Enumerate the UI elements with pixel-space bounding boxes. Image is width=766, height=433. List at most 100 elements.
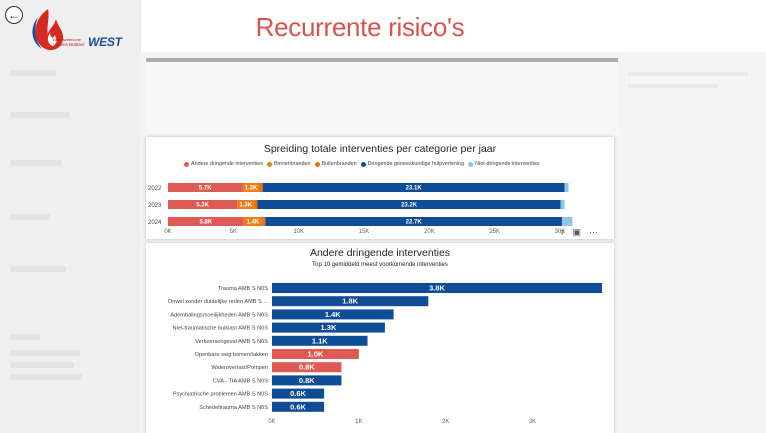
chart-interventions-per-year[interactable]: Spreiding totale interventies per catego… [146, 137, 614, 239]
x-tick-label: 10K [293, 229, 304, 235]
legend-item[interactable]: Andere dringende interventies [184, 161, 263, 167]
more-options-icon[interactable]: ⋯ [589, 227, 599, 237]
chart-andere-dringende[interactable]: Andere dringende interventies Top 10 gem… [146, 243, 614, 433]
data-label: 22.7K [406, 220, 423, 226]
legend-dot-icon [184, 161, 189, 167]
legend-item[interactable]: Binnenbranden [266, 161, 311, 167]
x-tick-label: 0K [268, 419, 275, 425]
bar [272, 375, 342, 386]
background-panel [618, 52, 766, 433]
category-label: Psychiatrische problemen AMB S N0S [173, 392, 268, 398]
divider [146, 58, 618, 62]
bar-segment [254, 200, 258, 209]
back-arrow-icon[interactable]: ← [5, 6, 23, 24]
chart1-legend: Andere dringende interventies Binnenbrand… [184, 161, 540, 167]
data-label: 5.3K [196, 203, 209, 209]
legend-label: Binnenbranden [273, 161, 311, 167]
data-label: 0.8K [299, 363, 315, 372]
data-label: 23.1K [406, 186, 423, 192]
blurred-visual [146, 62, 618, 134]
sidebar-placeholder [10, 350, 80, 356]
data-label: 1.4K [247, 220, 260, 226]
data-label: 0.8K [299, 376, 315, 385]
chart2-title: Andere dringende interventies [309, 247, 451, 259]
chart2-plot: Trauma AMB S N0S 3.8K Onwel zonder duideli… [168, 283, 602, 425]
placeholder-line [628, 84, 718, 88]
sidebar-placeholder [10, 334, 40, 340]
bar [272, 335, 368, 346]
sidebar-placeholder [10, 266, 66, 272]
x-tick-label: 25K [489, 229, 500, 235]
x-tick-label: 0K [164, 229, 171, 235]
legend-item[interactable]: Buitenbranden [314, 161, 357, 167]
placeholder-line [628, 72, 748, 76]
chart1-plot: 2022 5.7K 1.3K 23.1K 2023 5.3K 1.3K 23.2K 2024 5.… [148, 183, 573, 235]
chart1-title: Spreiding totale interventies per catego… [263, 143, 497, 155]
data-label: 0.6K [290, 402, 306, 411]
bar-segment [243, 217, 263, 226]
bar-segment [242, 183, 260, 192]
data-label: 5.8K [200, 220, 213, 226]
x-tick-label: 30K [555, 229, 566, 235]
x-tick-label: 2K [442, 419, 449, 425]
data-label: 1.3K [239, 203, 252, 209]
visual-header-icons: ▿ ▣ ⋯ [560, 227, 598, 238]
bar-segment [564, 183, 569, 192]
bar [272, 401, 325, 412]
flame-logo-icon [32, 9, 64, 51]
logo-line-2: Vlaams-Brabant [53, 42, 85, 47]
data-label: 1.3K [245, 186, 258, 192]
y-tick-label: 2022 [148, 186, 162, 192]
legend-label: Niet-dringende interventies [475, 161, 540, 167]
logo-line-1: Brandweerzone [53, 37, 82, 42]
logo-brand: WEST [88, 35, 122, 49]
category-label: Schedeltrauma AMB S N0S [199, 405, 268, 411]
bar [272, 283, 602, 293]
data-label: 1.4K [325, 310, 341, 319]
bar-segment [265, 217, 562, 226]
y-tick-label: 2024 [148, 220, 162, 226]
legend-label: Buitenbranden [321, 161, 357, 167]
legend-dot-icon [266, 161, 272, 167]
x-tick-label: 20K [424, 229, 435, 235]
category-label: Ademhalingsmoeilijkheden AMB S N0S [170, 312, 268, 318]
bar-segment [168, 200, 238, 209]
data-label: 0.6K [290, 389, 306, 398]
x-tick-label: 15K [359, 229, 370, 235]
sidebar [0, 0, 140, 433]
bar-segment [237, 200, 255, 209]
focus-mode-icon[interactable]: ▣ [572, 227, 582, 237]
bar-segment [168, 217, 244, 226]
sidebar-placeholder [10, 70, 56, 76]
bar-segment [259, 183, 263, 192]
legend-item[interactable]: Dringende geneeskundige hulpverlening [360, 161, 465, 167]
legend-label: Andere dringende interventies [191, 161, 263, 167]
bar [272, 296, 429, 307]
bar [272, 362, 342, 373]
data-label: 1.1K [312, 336, 328, 345]
bar-segment [262, 217, 266, 226]
bar-segment [168, 183, 243, 192]
page-title: Recurrente risico's [255, 12, 465, 42]
sidebar-placeholder [10, 374, 82, 380]
y-tick-label: 2023 [148, 203, 162, 209]
bar [272, 388, 325, 399]
bar-segment [560, 200, 565, 209]
legend-item[interactable]: Niet-dringende interventies [468, 161, 540, 167]
x-tick-label: 5K [230, 229, 237, 235]
category-label: Onwel zonder duidelijke reden AMB S ... [168, 299, 269, 305]
data-label: 23.2K [401, 203, 418, 209]
legend-label: Dringende geneeskundige hulpverlening [367, 161, 465, 167]
category-label: Verkeersongeval AMB S N0S [195, 339, 268, 345]
x-tick-label: 1K [355, 419, 362, 425]
bar [272, 349, 359, 359]
data-label: 1.3K [321, 323, 337, 332]
filter-icon[interactable]: ▿ [560, 227, 565, 237]
legend-dot-icon [468, 161, 474, 167]
category-label: Wateroverlast/Pompen [211, 365, 268, 371]
sidebar-placeholder [10, 160, 62, 166]
sidebar-placeholder [10, 112, 70, 118]
header-band [140, 0, 766, 52]
data-label: 5.7K [199, 186, 212, 192]
x-tick-label: 3K [529, 419, 536, 425]
